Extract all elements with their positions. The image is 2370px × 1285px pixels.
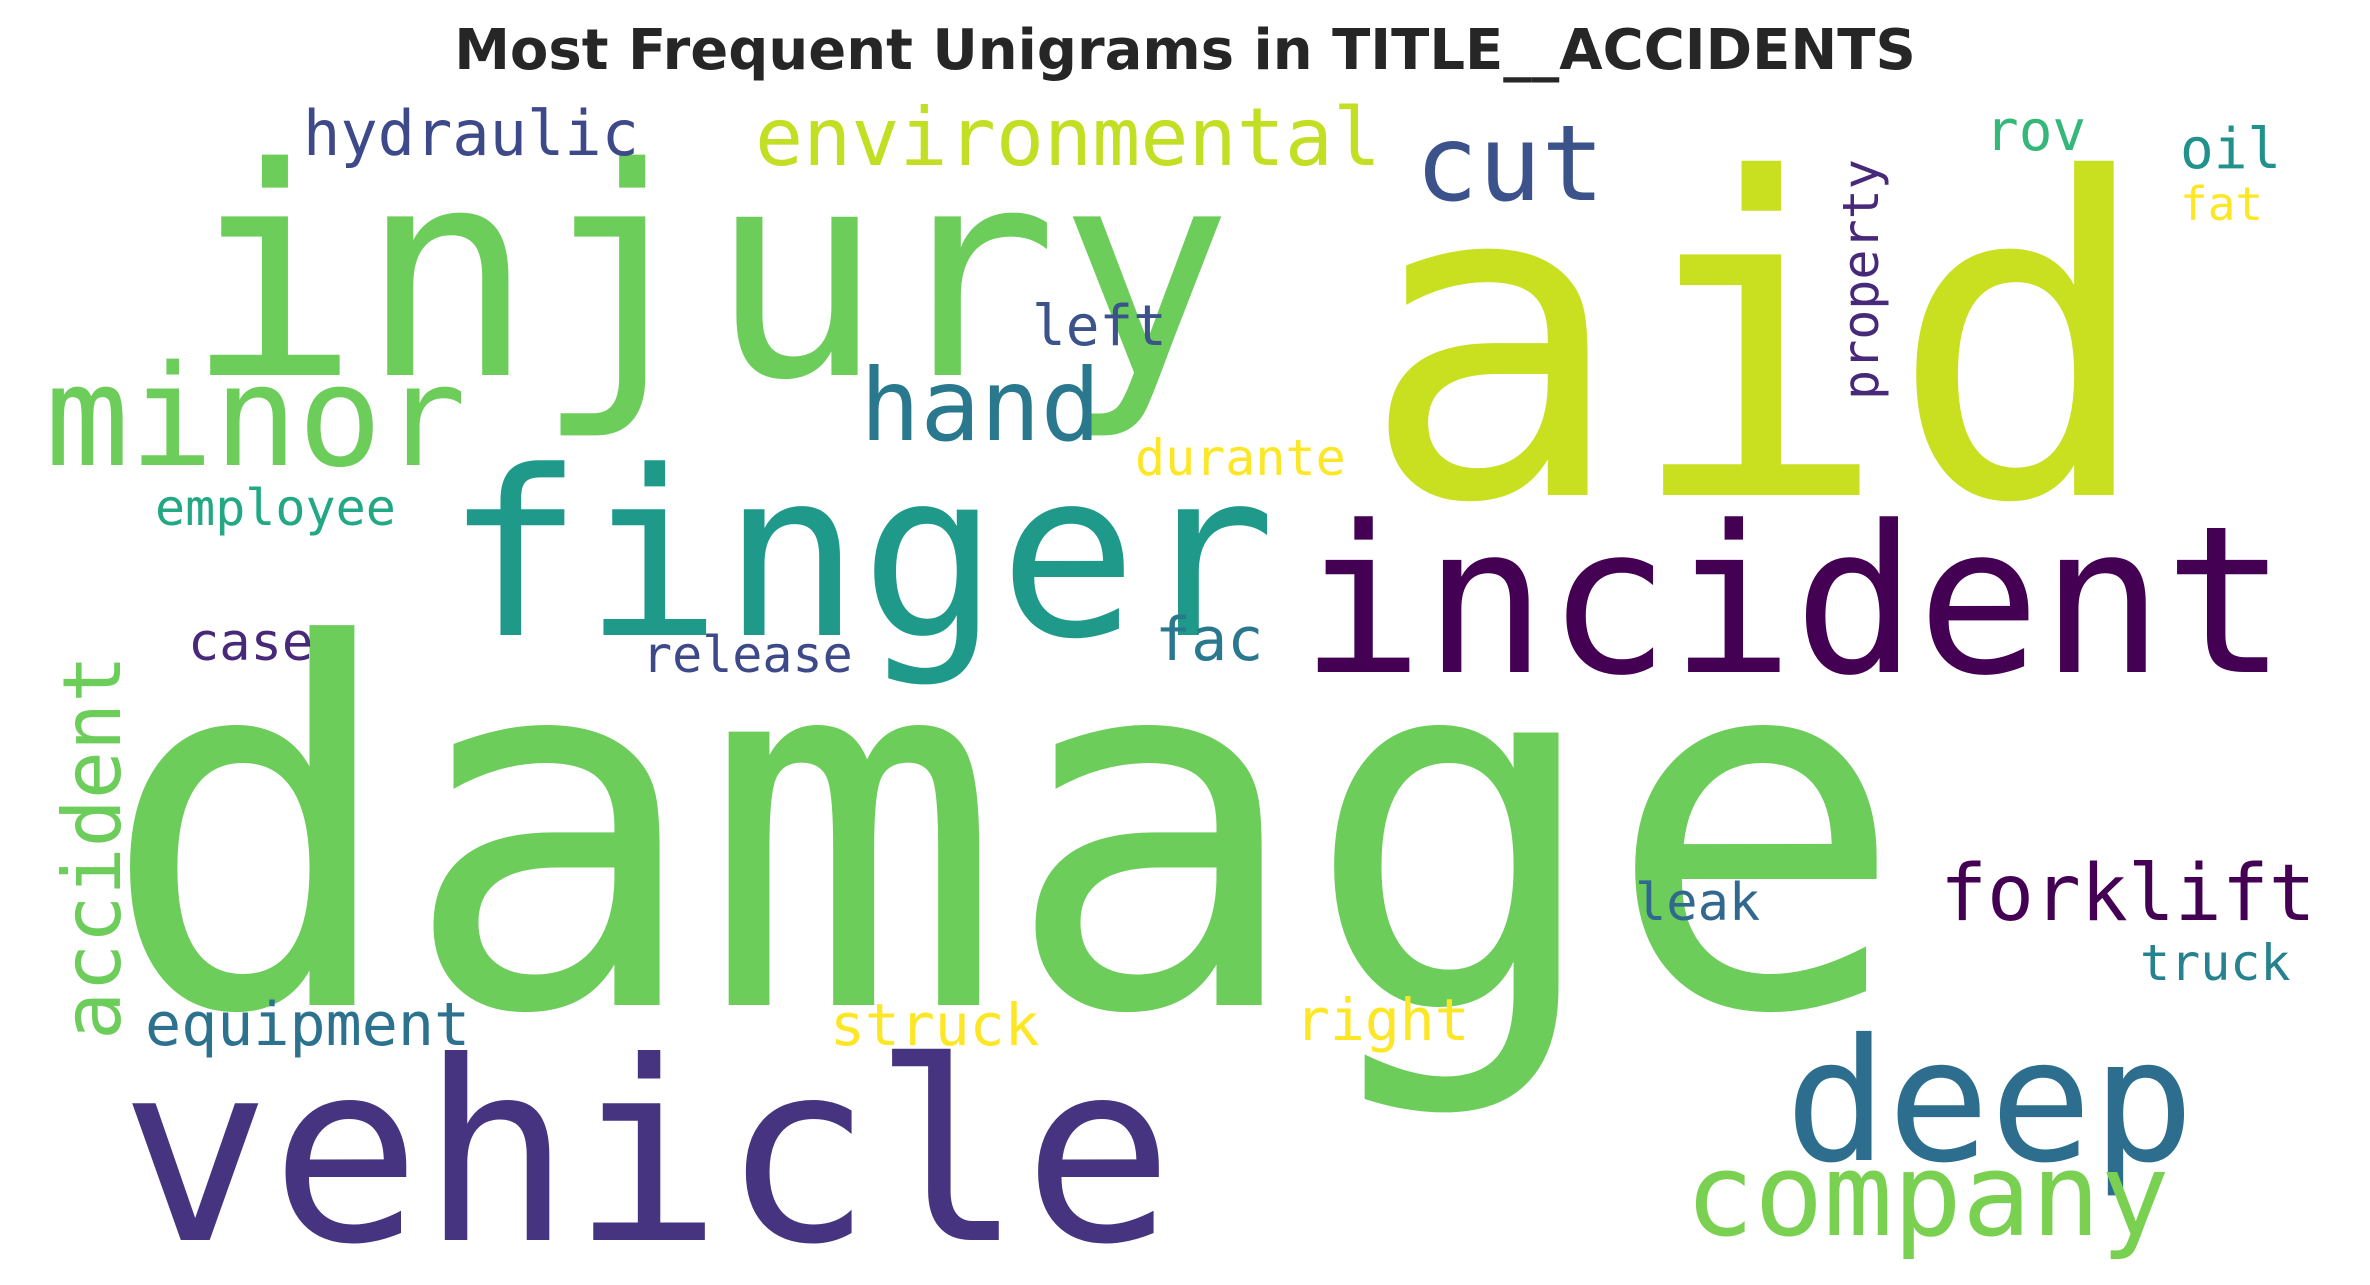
word-deep: deep xyxy=(1785,1003,2194,1201)
word-leak: leak xyxy=(1635,873,1760,933)
word-hydraulic: hydraulic xyxy=(303,97,639,170)
word-left: left xyxy=(1032,294,1167,359)
word-truck: truck xyxy=(2140,934,2291,992)
word-accident: accident xyxy=(46,655,139,1040)
word-hand: hand xyxy=(860,347,1101,464)
word-company: company xyxy=(1685,1129,2170,1263)
word-property: property xyxy=(1832,159,1890,400)
chart-title: Most Frequent Unigrams in TITLE__ACCIDEN… xyxy=(454,18,1916,83)
word-forklift: forklift xyxy=(1940,849,2316,939)
word-equipment: equipment xyxy=(145,990,470,1060)
word-struck: struck xyxy=(830,991,1040,1059)
word-environmental: environmental xyxy=(755,91,1381,184)
word-minor: minor xyxy=(45,336,466,499)
word-fat: fat xyxy=(2180,177,2263,231)
word-vehicle: vehicle xyxy=(120,1008,1174,1285)
word-damage: damage xyxy=(100,541,1906,1123)
word-case: case xyxy=(188,613,313,673)
word-right: right xyxy=(1295,986,1470,1054)
word-oil: oil xyxy=(2180,117,2281,182)
word-durante: durante xyxy=(1135,429,1346,487)
word-release: release xyxy=(642,626,853,684)
word-cut: cut xyxy=(1415,103,1605,225)
word-rov: rov xyxy=(1985,99,2086,164)
word-incident: incident xyxy=(1300,483,2287,721)
word-finger: finger xyxy=(445,423,1276,690)
word-employee: employee xyxy=(155,479,396,537)
word-fac: fac xyxy=(1155,605,1263,675)
word-injury: injury xyxy=(185,107,1233,444)
word-aid: aid xyxy=(1360,87,2155,599)
